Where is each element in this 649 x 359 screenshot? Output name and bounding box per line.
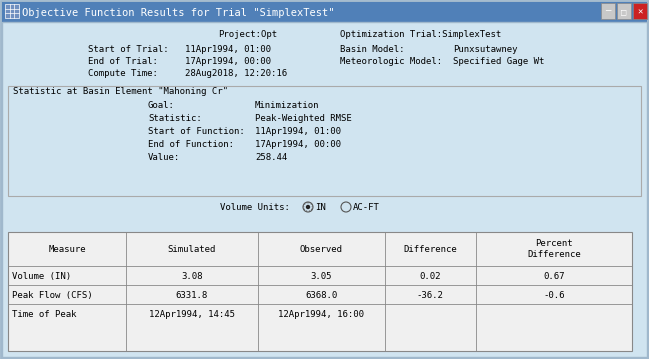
Text: Time of Peak: Time of Peak	[12, 310, 77, 319]
Circle shape	[306, 205, 310, 209]
Text: Statistic at Basin Element "Mahoning Cr": Statistic at Basin Element "Mahoning Cr"	[13, 87, 228, 96]
Text: IN: IN	[315, 203, 326, 212]
Text: 17Apr1994, 00:00: 17Apr1994, 00:00	[255, 140, 341, 149]
Text: Statistic:: Statistic:	[148, 114, 202, 123]
Text: End of Trial:: End of Trial:	[88, 57, 158, 66]
Text: Minimization: Minimization	[255, 101, 319, 110]
FancyBboxPatch shape	[8, 86, 641, 196]
FancyBboxPatch shape	[633, 3, 647, 19]
Text: Peak Flow (CFS): Peak Flow (CFS)	[12, 291, 93, 300]
Text: Start of Function:: Start of Function:	[148, 127, 245, 136]
Text: Observed: Observed	[299, 244, 343, 253]
FancyBboxPatch shape	[2, 2, 647, 22]
Text: ✕: ✕	[637, 7, 643, 16]
Text: Goal:: Goal:	[148, 101, 175, 110]
Circle shape	[303, 202, 313, 212]
Text: 6331.8: 6331.8	[176, 291, 208, 300]
FancyBboxPatch shape	[8, 232, 632, 351]
Text: Measure: Measure	[48, 244, 86, 253]
Text: Specified Gage Wt: Specified Gage Wt	[453, 57, 545, 66]
Text: Difference: Difference	[403, 244, 457, 253]
Text: Volume (IN): Volume (IN)	[12, 272, 71, 281]
Text: 12Apr1994, 14:45: 12Apr1994, 14:45	[149, 310, 235, 319]
Text: 258.44: 258.44	[255, 153, 288, 162]
Text: Volume Units:: Volume Units:	[220, 203, 290, 212]
Text: 11Apr1994, 01:00: 11Apr1994, 01:00	[255, 127, 341, 136]
Text: AC-FT: AC-FT	[353, 203, 380, 212]
Text: 0.02: 0.02	[419, 272, 441, 281]
Text: Optimization Trial:SimplexTest: Optimization Trial:SimplexTest	[340, 30, 501, 39]
Text: 3.08: 3.08	[181, 272, 202, 281]
Text: Simulated: Simulated	[168, 244, 216, 253]
Text: 3.05: 3.05	[310, 272, 332, 281]
Text: Punxsutawney: Punxsutawney	[453, 45, 517, 54]
Text: Percent
Difference: Percent Difference	[527, 239, 581, 259]
Text: Objective Function Results for Trial "SimplexTest": Objective Function Results for Trial "Si…	[22, 8, 334, 18]
FancyBboxPatch shape	[617, 3, 631, 19]
Text: Compute Time:: Compute Time:	[88, 69, 158, 78]
Text: 6368.0: 6368.0	[305, 291, 337, 300]
Text: 0.67: 0.67	[543, 272, 565, 281]
Text: Meteorologic Model:: Meteorologic Model:	[340, 57, 442, 66]
FancyBboxPatch shape	[5, 4, 19, 18]
Text: 28Aug2018, 12:20:16: 28Aug2018, 12:20:16	[185, 69, 287, 78]
FancyBboxPatch shape	[601, 3, 615, 19]
Text: Basin Model:: Basin Model:	[340, 45, 404, 54]
Text: Value:: Value:	[148, 153, 180, 162]
Text: -0.6: -0.6	[543, 291, 565, 300]
Text: End of Function:: End of Function:	[148, 140, 234, 149]
Text: 11Apr1994, 01:00: 11Apr1994, 01:00	[185, 45, 271, 54]
Text: Peak-Weighted RMSE: Peak-Weighted RMSE	[255, 114, 352, 123]
Text: □: □	[621, 7, 627, 16]
Circle shape	[341, 202, 351, 212]
Text: -36.2: -36.2	[417, 291, 443, 300]
Text: Start of Trial:: Start of Trial:	[88, 45, 169, 54]
Text: 17Apr1994, 00:00: 17Apr1994, 00:00	[185, 57, 271, 66]
Text: 12Apr1994, 16:00: 12Apr1994, 16:00	[278, 310, 364, 319]
Text: Project:Opt: Project:Opt	[218, 30, 277, 39]
Text: ─: ─	[606, 7, 611, 16]
FancyBboxPatch shape	[2, 22, 647, 357]
